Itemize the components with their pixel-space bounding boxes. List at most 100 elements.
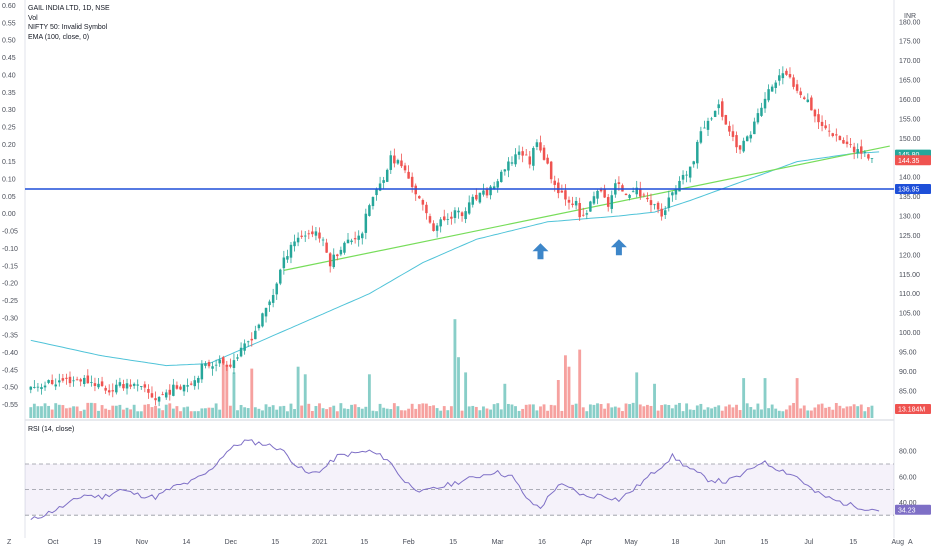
trend-line <box>283 145 890 271</box>
candle-body <box>753 121 756 135</box>
volume-bar <box>517 410 521 418</box>
candle-body <box>90 382 93 383</box>
volume-bar <box>852 404 856 418</box>
candle-body <box>628 194 631 198</box>
candle-body <box>703 127 706 129</box>
candle-body <box>118 382 122 386</box>
candle-body <box>50 379 54 385</box>
candle-body <box>578 203 581 218</box>
volume-bar <box>442 406 446 418</box>
candle-body <box>571 203 574 206</box>
volume-bar <box>763 378 767 418</box>
volume-bar <box>214 403 218 418</box>
candle-body <box>528 156 532 165</box>
volume-bar <box>656 410 660 418</box>
candle-body <box>475 194 478 200</box>
candle-body <box>321 239 325 241</box>
volume-bar <box>649 405 653 418</box>
volume-bar <box>546 410 550 418</box>
time-tick-label: 15 <box>271 539 279 546</box>
candle-body <box>549 161 553 180</box>
left-tick-label: -0.55 <box>2 402 18 409</box>
volume-bar <box>560 410 564 418</box>
candle-body <box>649 200 653 206</box>
volume-bar <box>653 383 656 418</box>
volume-bar <box>278 406 282 418</box>
volume-bar <box>64 408 68 418</box>
candle-body <box>671 192 674 196</box>
candle-body <box>802 97 806 99</box>
candle-body <box>478 192 482 203</box>
volume-bar <box>72 406 75 418</box>
candle-body <box>385 169 389 182</box>
hline-tag: 136.95 <box>898 187 920 194</box>
volume-bar <box>539 406 542 418</box>
candle-body <box>368 205 371 216</box>
candle-body <box>799 91 802 96</box>
candle-body <box>721 101 724 117</box>
volume-bar <box>831 409 835 418</box>
volume-bar <box>392 403 396 418</box>
candle-body <box>842 140 845 144</box>
volume-bar <box>485 408 489 418</box>
candle-body <box>182 384 186 392</box>
candle-body <box>268 301 271 306</box>
volume-bar <box>531 404 535 418</box>
volume-bar <box>845 406 849 418</box>
candle-body <box>164 392 168 398</box>
volume-bar <box>870 405 874 418</box>
candle-body <box>813 109 817 117</box>
candle-body <box>161 394 164 396</box>
volume-bar <box>243 407 247 418</box>
volume-bar <box>788 405 792 418</box>
rsi-tag-bg <box>895 504 931 515</box>
volume-bar <box>745 403 749 418</box>
up-arrow-icon <box>610 239 627 256</box>
trendline-path <box>283 145 890 271</box>
volume-bar <box>706 407 710 418</box>
volume-bar <box>239 404 243 418</box>
candle-body <box>328 253 332 267</box>
candle-body <box>514 154 517 165</box>
candle-body <box>496 181 499 188</box>
volume-bar <box>300 405 304 418</box>
left-tick-label: -0.40 <box>2 350 18 357</box>
volume-bar <box>685 403 689 418</box>
candle-body <box>795 84 799 91</box>
volume-bar <box>742 378 746 418</box>
left-tick-label: -0.30 <box>2 315 18 322</box>
candle-body <box>492 186 496 189</box>
volume-bar <box>471 405 475 418</box>
rsi-pane: 40.00 60.00 80.00 <box>25 439 917 520</box>
candle-body <box>29 386 33 390</box>
volume-bar <box>506 403 510 418</box>
volume-bar <box>710 408 713 418</box>
candle-body <box>863 151 867 153</box>
candle-body <box>232 360 236 368</box>
price-tick-label: 115.00 <box>899 272 920 279</box>
candle-body <box>760 107 763 116</box>
volume-bar <box>136 411 140 418</box>
volume-bar <box>599 404 603 418</box>
volume-bar <box>161 410 165 418</box>
volume-bar <box>621 411 624 418</box>
volume-bar <box>114 405 118 418</box>
volume-bar <box>667 404 671 418</box>
candle-body <box>642 194 646 196</box>
candle-body <box>279 269 282 284</box>
candle-body <box>79 379 82 382</box>
volume-bar <box>866 407 870 418</box>
candle-body <box>410 176 414 188</box>
volume-bar <box>289 403 293 418</box>
volume-bar <box>645 404 649 418</box>
volume-bar <box>731 407 735 418</box>
left-tick-label: 0.30 <box>2 107 16 114</box>
volume-bar <box>261 410 264 418</box>
volume-bar <box>770 404 774 418</box>
legend-ema: EMA (100, close, 0) <box>28 33 90 41</box>
volume-bar <box>767 408 771 418</box>
volume-bar <box>264 404 268 418</box>
volume-bar <box>367 374 371 418</box>
candle-body <box>261 313 264 327</box>
